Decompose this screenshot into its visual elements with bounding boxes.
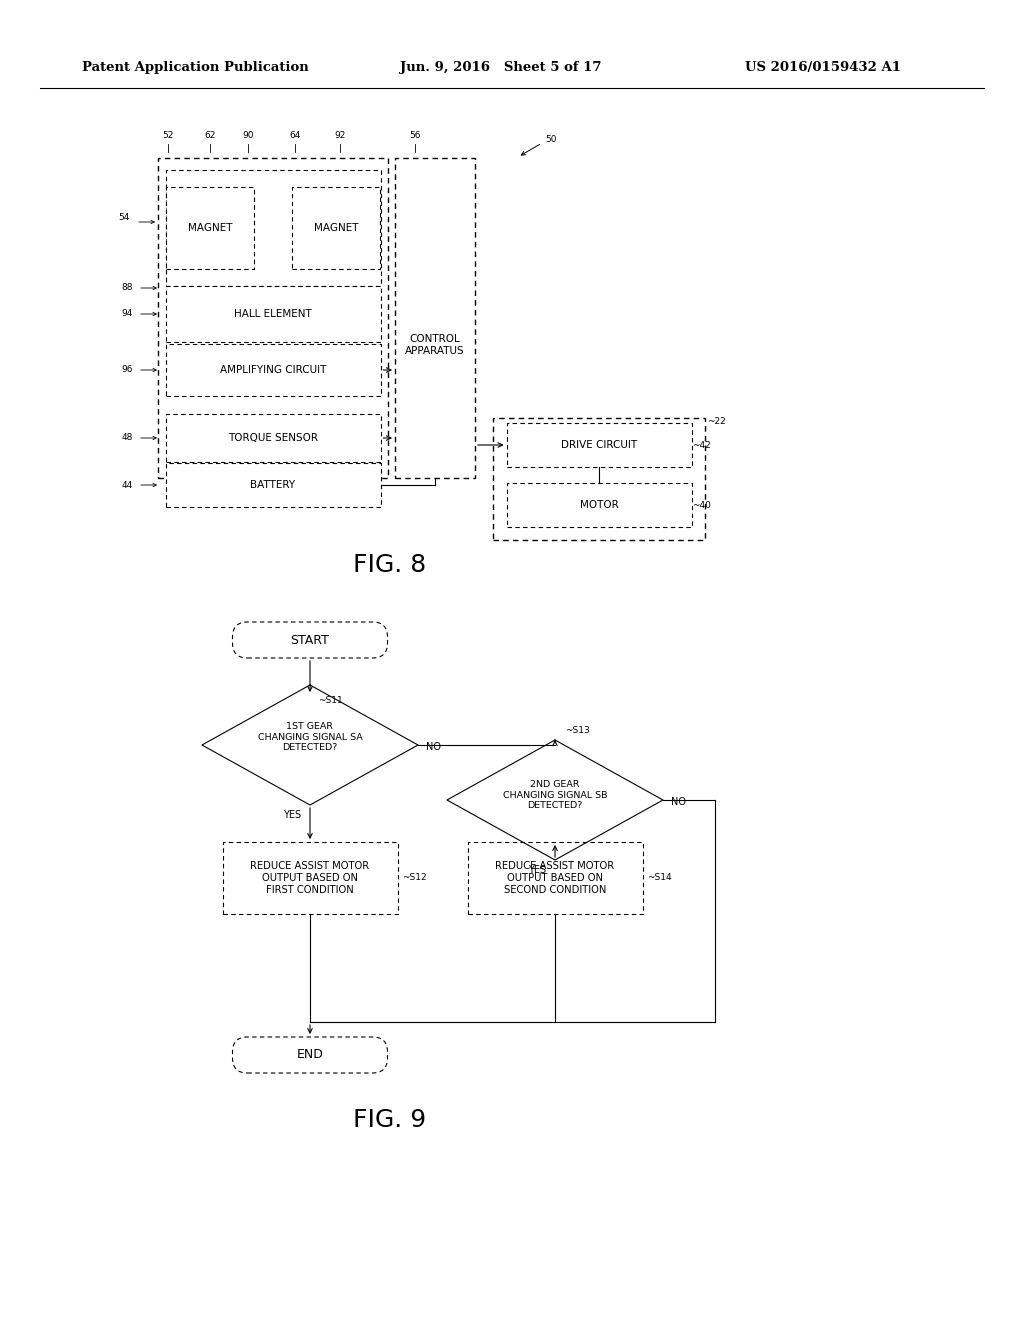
Text: US 2016/0159432 A1: US 2016/0159432 A1 bbox=[745, 62, 901, 74]
Text: 94: 94 bbox=[122, 309, 133, 318]
Text: 50: 50 bbox=[545, 136, 556, 144]
Text: ~S13: ~S13 bbox=[565, 726, 590, 735]
Bar bbox=[292, 187, 380, 269]
Text: REDUCE ASSIST MOTOR
OUTPUT BASED ON
FIRST CONDITION: REDUCE ASSIST MOTOR OUTPUT BASED ON FIRS… bbox=[251, 862, 370, 895]
Text: YES: YES bbox=[283, 810, 301, 820]
Text: Patent Application Publication: Patent Application Publication bbox=[82, 62, 309, 74]
Text: 96: 96 bbox=[122, 366, 133, 375]
Bar bbox=[222, 842, 397, 913]
Text: ~S14: ~S14 bbox=[647, 874, 672, 883]
Bar bbox=[507, 422, 691, 467]
Text: REDUCE ASSIST MOTOR
OUTPUT BASED ON
SECOND CONDITION: REDUCE ASSIST MOTOR OUTPUT BASED ON SECO… bbox=[496, 862, 614, 895]
Text: START: START bbox=[291, 634, 330, 647]
Text: AMPLIFYING CIRCUIT: AMPLIFYING CIRCUIT bbox=[220, 366, 327, 375]
Text: NO: NO bbox=[426, 742, 441, 752]
Bar bbox=[468, 842, 642, 913]
Text: MAGNET: MAGNET bbox=[313, 223, 358, 234]
Text: ~S11: ~S11 bbox=[318, 696, 343, 705]
Bar bbox=[166, 170, 381, 286]
Text: MOTOR: MOTOR bbox=[580, 500, 618, 510]
Text: 1ST GEAR
CHANGING SIGNAL SA
DETECTED?: 1ST GEAR CHANGING SIGNAL SA DETECTED? bbox=[258, 722, 362, 752]
Bar bbox=[166, 463, 381, 507]
Text: 62: 62 bbox=[205, 131, 216, 140]
Bar bbox=[395, 158, 475, 478]
Bar bbox=[166, 187, 254, 269]
Text: ~22: ~22 bbox=[707, 417, 726, 426]
Text: HALL ELEMENT: HALL ELEMENT bbox=[234, 309, 312, 319]
Text: NO: NO bbox=[671, 797, 686, 807]
Text: 90: 90 bbox=[243, 131, 254, 140]
Text: ~40: ~40 bbox=[692, 500, 711, 510]
Bar bbox=[158, 158, 388, 478]
Text: 92: 92 bbox=[334, 131, 346, 140]
Text: ~S12: ~S12 bbox=[402, 874, 427, 883]
Text: 44: 44 bbox=[122, 480, 133, 490]
Bar bbox=[166, 414, 381, 462]
Bar bbox=[493, 418, 705, 540]
Text: FIG. 8: FIG. 8 bbox=[353, 553, 427, 577]
Text: 54: 54 bbox=[119, 214, 130, 223]
Text: CONTROL
APPARATUS: CONTROL APPARATUS bbox=[406, 334, 465, 356]
Text: END: END bbox=[297, 1048, 324, 1061]
Bar bbox=[507, 483, 691, 527]
Text: 88: 88 bbox=[122, 284, 133, 293]
Bar bbox=[166, 345, 381, 396]
Text: FIG. 9: FIG. 9 bbox=[353, 1107, 427, 1133]
Text: 2ND GEAR
CHANGING SIGNAL SB
DETECTED?: 2ND GEAR CHANGING SIGNAL SB DETECTED? bbox=[503, 780, 607, 810]
Text: Jun. 9, 2016   Sheet 5 of 17: Jun. 9, 2016 Sheet 5 of 17 bbox=[400, 62, 601, 74]
Bar bbox=[166, 286, 381, 342]
Text: YES: YES bbox=[528, 865, 546, 875]
Text: 64: 64 bbox=[290, 131, 301, 140]
Text: TORQUE SENSOR: TORQUE SENSOR bbox=[228, 433, 318, 444]
Text: MAGNET: MAGNET bbox=[187, 223, 232, 234]
Text: 52: 52 bbox=[163, 131, 174, 140]
Text: BATTERY: BATTERY bbox=[251, 480, 296, 490]
FancyBboxPatch shape bbox=[232, 622, 387, 657]
Text: DRIVE CIRCUIT: DRIVE CIRCUIT bbox=[561, 440, 637, 450]
Text: 56: 56 bbox=[410, 131, 421, 140]
Text: ~42: ~42 bbox=[692, 441, 711, 450]
FancyBboxPatch shape bbox=[232, 1038, 387, 1073]
Text: 48: 48 bbox=[122, 433, 133, 442]
